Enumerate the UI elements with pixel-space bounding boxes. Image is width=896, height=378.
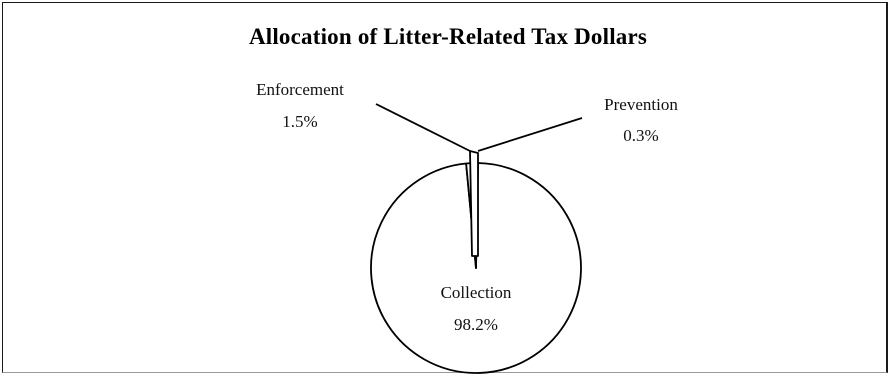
slice-label-enforcement-value: 1.5% (282, 112, 317, 131)
pie-slice-spike (469, 150, 479, 257)
slice-label-prevention-value: 0.3% (623, 126, 658, 145)
slice-label-collection-name: Collection (441, 283, 512, 302)
slice-label-prevention-name: Prevention (604, 95, 678, 114)
leader-line-enforcement (375, 103, 471, 152)
slice-label-enforcement-name: Enforcement (256, 80, 344, 99)
pie-slices (370, 150, 582, 374)
leader-line-prevention (477, 117, 583, 152)
slice-label-collection-value: 98.2% (454, 315, 498, 334)
leader-lines (375, 103, 583, 152)
chart-title: Allocation of Litter-Related Tax Dollars (248, 24, 648, 49)
